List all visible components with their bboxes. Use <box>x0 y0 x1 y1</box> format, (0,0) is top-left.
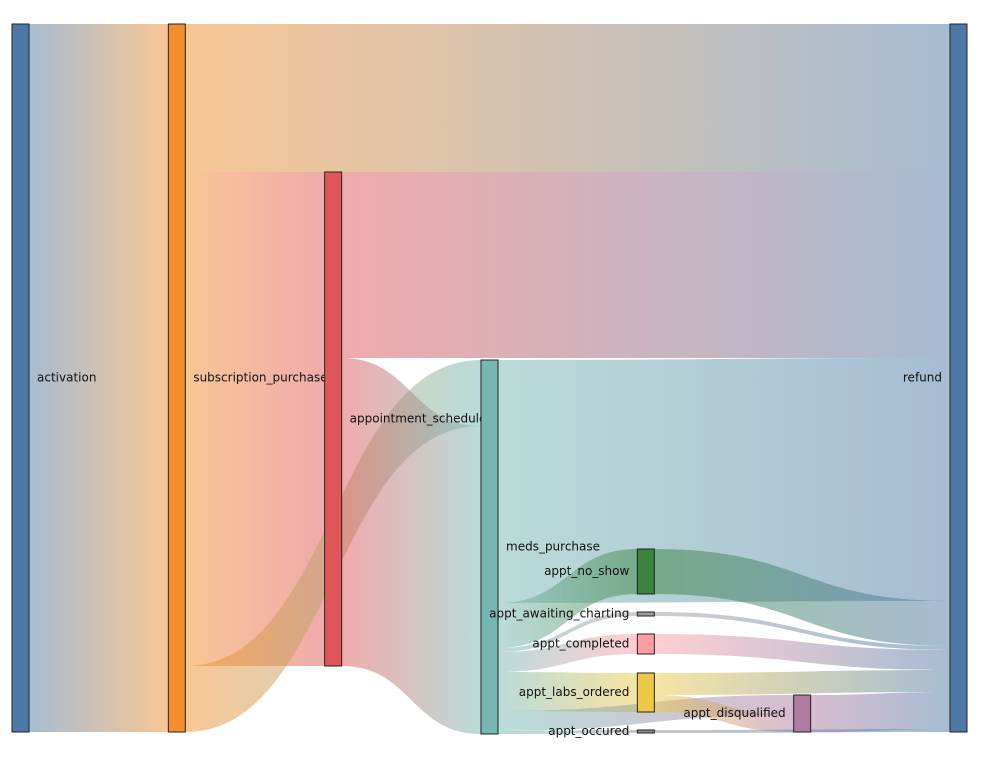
link <box>654 695 794 732</box>
link <box>185 24 951 172</box>
node-label: appt_no_show <box>544 564 629 578</box>
link <box>29 24 169 732</box>
link <box>498 672 638 712</box>
link <box>498 634 638 672</box>
node-label: appt_labs_ordered <box>519 685 630 699</box>
node-label: activation <box>37 371 96 385</box>
link <box>654 612 950 650</box>
node <box>324 171 343 667</box>
node-label: appt_occured <box>548 724 629 738</box>
link <box>341 358 481 734</box>
link <box>498 549 638 648</box>
node <box>636 729 655 734</box>
link <box>654 549 950 646</box>
link <box>498 612 638 652</box>
node-label: refund <box>903 371 942 385</box>
link <box>341 172 951 358</box>
link <box>498 730 638 734</box>
node <box>480 359 499 735</box>
node <box>636 672 655 713</box>
node <box>167 23 186 733</box>
node <box>793 694 812 733</box>
link <box>185 172 325 666</box>
node <box>11 23 30 733</box>
node <box>636 611 655 617</box>
node-label: meds_purchase <box>506 540 600 554</box>
link <box>654 670 950 695</box>
node-label: appt_disqualified <box>683 706 785 720</box>
nodes: activation subscription_purchase appointme… <box>11 23 968 738</box>
node-label: appt_completed <box>532 637 629 651</box>
link <box>498 358 950 603</box>
node-label: subscription_purchase <box>193 371 327 385</box>
node-label: appointment_scheduled <box>350 412 494 426</box>
node <box>636 548 655 595</box>
node <box>636 633 655 655</box>
link <box>810 692 950 732</box>
link <box>654 634 950 670</box>
node <box>949 23 968 733</box>
node-label: appt_awaiting_charting <box>489 607 629 621</box>
